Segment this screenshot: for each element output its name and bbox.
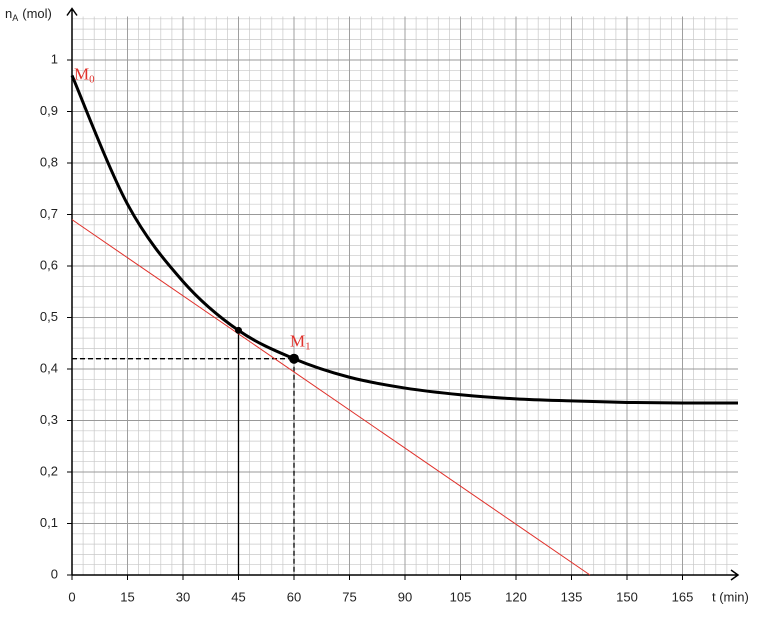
x-tick-label: 120	[505, 589, 527, 604]
y-tick-label: 0,8	[40, 154, 58, 169]
point-label: M1	[290, 332, 311, 353]
y-tick-label: 0,3	[40, 412, 58, 427]
x-tick-label: 165	[672, 589, 694, 604]
y-tick-label: 0,9	[40, 103, 58, 118]
x-tick-label: 90	[398, 589, 412, 604]
x-tick-label: 135	[561, 589, 583, 604]
x-tick-label: 45	[231, 589, 245, 604]
x-tick-label: 0	[68, 589, 75, 604]
point-label-sub: 0	[89, 73, 95, 85]
point-label-main: M	[74, 64, 89, 83]
y-tick-label: 0,6	[40, 257, 58, 272]
x-axis-label: t (min)	[712, 589, 749, 604]
x-tick-label: 105	[450, 589, 472, 604]
y-tick-label: 0,7	[40, 206, 58, 221]
y-tick-label: 0,4	[40, 360, 58, 375]
x-tick-label: 15	[120, 589, 134, 604]
series-line	[71, 219, 591, 576]
point-label-sub: 1	[305, 340, 311, 352]
point-label-main: M	[290, 332, 305, 351]
point-marker	[235, 326, 242, 334]
y-axis-label: nA (mol)	[5, 6, 52, 23]
y-tick-label: 0	[51, 566, 58, 581]
y-label-unit: (mol)	[22, 6, 52, 21]
y-axis	[66, 7, 78, 575]
y-label-main: n	[5, 6, 12, 21]
y-tick-label: 1	[51, 51, 58, 66]
x-tick-label: 150	[616, 589, 638, 604]
y-tick-label: 0,2	[40, 463, 58, 478]
y-tick-label: 0,5	[40, 309, 58, 324]
point-label: M0	[74, 64, 95, 85]
y-tick-label: 0,1	[40, 515, 58, 530]
x-axis	[72, 569, 740, 581]
series-line	[70, 74, 739, 405]
x-tick-label: 60	[287, 589, 301, 604]
x-tick-label: 30	[176, 589, 190, 604]
y-label-sub: A	[12, 13, 18, 23]
x-tick-label: 75	[342, 589, 356, 604]
point-marker	[289, 353, 299, 364]
